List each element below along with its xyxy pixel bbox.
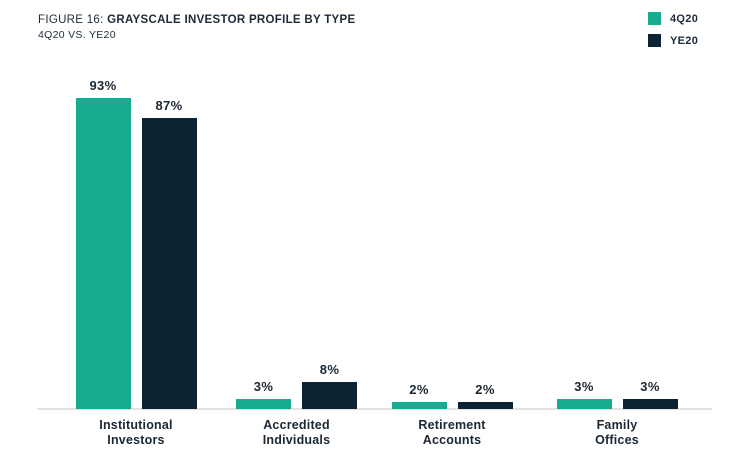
chart-legend: 4Q20 YE20 (648, 12, 698, 47)
x-axis-line (37, 408, 712, 410)
category-label-institutional-investors: Institutional Investors (99, 418, 173, 447)
bar-value-label: 2% (475, 382, 495, 397)
figure-label: FIGURE 16: (38, 14, 108, 26)
legend-item-ye20: YE20 (648, 34, 698, 47)
legend-label: 4Q20 (670, 12, 699, 25)
bar-group-family-offices: 3% 3% (556, 379, 678, 409)
bar-wrap-4q20-family-offices: 3% (556, 379, 612, 409)
bar-wrap-ye20-institutional-investors: 87% (141, 98, 197, 409)
bar-wrap-ye20-accredited-individuals: 8% (302, 362, 357, 409)
category-label-retirement-accounts: Retirement Accounts (418, 418, 486, 447)
bar-value-label: 8% (319, 362, 340, 377)
bar-group-retirement-accounts: 2% 2% (391, 382, 513, 409)
bar-ye20-institutional-investors (141, 118, 197, 409)
bar-value-label: 3% (574, 379, 594, 394)
bar-4q20-family-offices (556, 399, 612, 409)
bar-group-accredited-individuals: 3% 8% (236, 362, 357, 409)
bar-wrap-4q20-retirement-accounts: 2% (391, 382, 447, 409)
bar-value-label: 3% (253, 379, 274, 394)
bar-value-label: 93% (89, 78, 117, 93)
category-label-accredited-individuals: Accredited Individuals (262, 418, 331, 447)
bar-wrap-ye20-family-offices: 3% (622, 379, 678, 409)
bar-wrap-4q20-institutional-investors: 93% (75, 78, 131, 409)
category-label-family-offices: Family Offices (595, 418, 639, 447)
legend-label: YE20 (670, 34, 699, 47)
bar-ye20-retirement-accounts (457, 402, 513, 409)
chart-header: FIGURE 16: GRAYSCALE INVESTOR PROFILE BY… (38, 14, 355, 41)
bar-value-label: 87% (155, 98, 183, 113)
bar-ye20-accredited-individuals (302, 382, 357, 409)
legend-item-4q20: 4Q20 (648, 12, 698, 25)
bar-wrap-4q20-accredited-individuals: 3% (236, 379, 291, 409)
bar-group-institutional-investors: 93% 87% (75, 78, 197, 409)
bar-wrap-ye20-retirement-accounts: 2% (457, 382, 513, 409)
legend-swatch-4q20 (648, 12, 661, 25)
chart-title-text: GRAYSCALE INVESTOR PROFILE BY TYPE (107, 14, 356, 26)
bar-4q20-institutional-investors (75, 98, 131, 409)
bar-4q20-accredited-individuals (236, 399, 291, 409)
bar-4q20-retirement-accounts (391, 402, 447, 409)
bar-value-label: 3% (640, 379, 660, 394)
bar-ye20-family-offices (622, 399, 678, 409)
bar-value-label: 2% (409, 382, 429, 397)
chart-subtitle: 4Q20 VS. YE20 (38, 29, 116, 41)
legend-swatch-ye20 (648, 34, 661, 47)
chart-title: FIGURE 16: GRAYSCALE INVESTOR PROFILE BY… (38, 14, 355, 26)
